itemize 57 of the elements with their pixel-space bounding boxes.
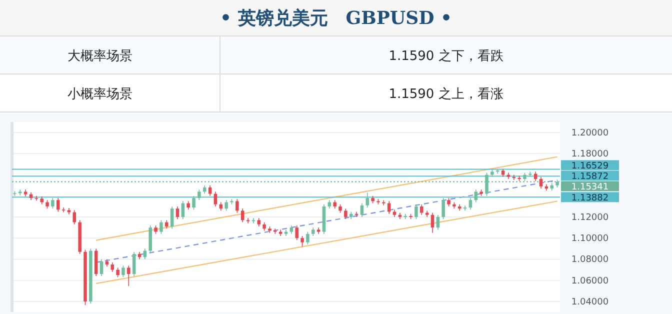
y-tick-label: 1.08000 xyxy=(571,255,609,266)
candlestick xyxy=(306,231,310,245)
y-tick-label: 1.20000 xyxy=(571,128,609,139)
ref-line-label: 1.15872 xyxy=(571,172,609,182)
candlestick xyxy=(176,206,180,220)
ref-line-label: 1.16529 xyxy=(571,161,609,172)
candlestick xyxy=(56,198,60,212)
candlestick xyxy=(127,265,130,287)
candlestick xyxy=(344,208,348,220)
y-tick-label: 1.18000 xyxy=(571,150,609,160)
candlestick xyxy=(34,195,38,202)
y-tick-label: 1.10000 xyxy=(571,234,609,244)
candlestick xyxy=(420,204,424,216)
candlestick xyxy=(468,198,472,210)
text: 1.1590 之下，看跌 xyxy=(388,49,504,64)
candlestick xyxy=(366,192,370,208)
candlestick xyxy=(94,248,98,277)
candlestick xyxy=(274,228,277,234)
candlestick xyxy=(100,258,104,277)
candlestick xyxy=(116,267,120,278)
candlestick xyxy=(442,198,445,220)
candlestick xyxy=(295,225,298,241)
candlestick xyxy=(214,191,218,207)
candlestick xyxy=(240,208,244,223)
text: 小概率场景 xyxy=(68,86,132,102)
candlestick xyxy=(192,195,196,210)
candlestick xyxy=(208,184,212,196)
candlestick xyxy=(181,200,185,220)
candlestick xyxy=(474,189,478,203)
chart-title: • 英镑兑美元 GBPUSD • xyxy=(220,8,452,29)
candlestick xyxy=(236,198,239,214)
candlestick xyxy=(110,262,114,272)
text: 大概率场景 xyxy=(68,48,132,64)
ref-line-label: 1.13882 xyxy=(571,193,609,204)
candlestick xyxy=(62,207,66,213)
y-tick-label: 1.06000 xyxy=(571,276,609,286)
y-tick-label: 1.04000 xyxy=(571,297,609,308)
candlestick xyxy=(72,210,76,225)
candlestick xyxy=(539,176,543,189)
candlestick xyxy=(414,204,418,220)
candlestick xyxy=(360,202,364,218)
candlestick xyxy=(534,171,538,182)
ref-line-label: 1.15341 xyxy=(571,182,609,192)
candlestick xyxy=(198,189,201,201)
y-tick-label: 1.12000 xyxy=(571,213,609,223)
candlestick xyxy=(404,213,407,220)
candlestick xyxy=(436,214,440,230)
candlestick xyxy=(224,200,228,212)
candlestick xyxy=(170,206,174,230)
candlestick xyxy=(148,225,152,254)
candlestick xyxy=(122,265,125,278)
text: 1.1590 之上，看涨 xyxy=(388,87,504,102)
candlestick xyxy=(160,220,163,234)
candlestick xyxy=(430,212,434,234)
candlestick xyxy=(132,251,136,277)
candlestick xyxy=(300,236,304,247)
candlestick xyxy=(51,198,54,209)
